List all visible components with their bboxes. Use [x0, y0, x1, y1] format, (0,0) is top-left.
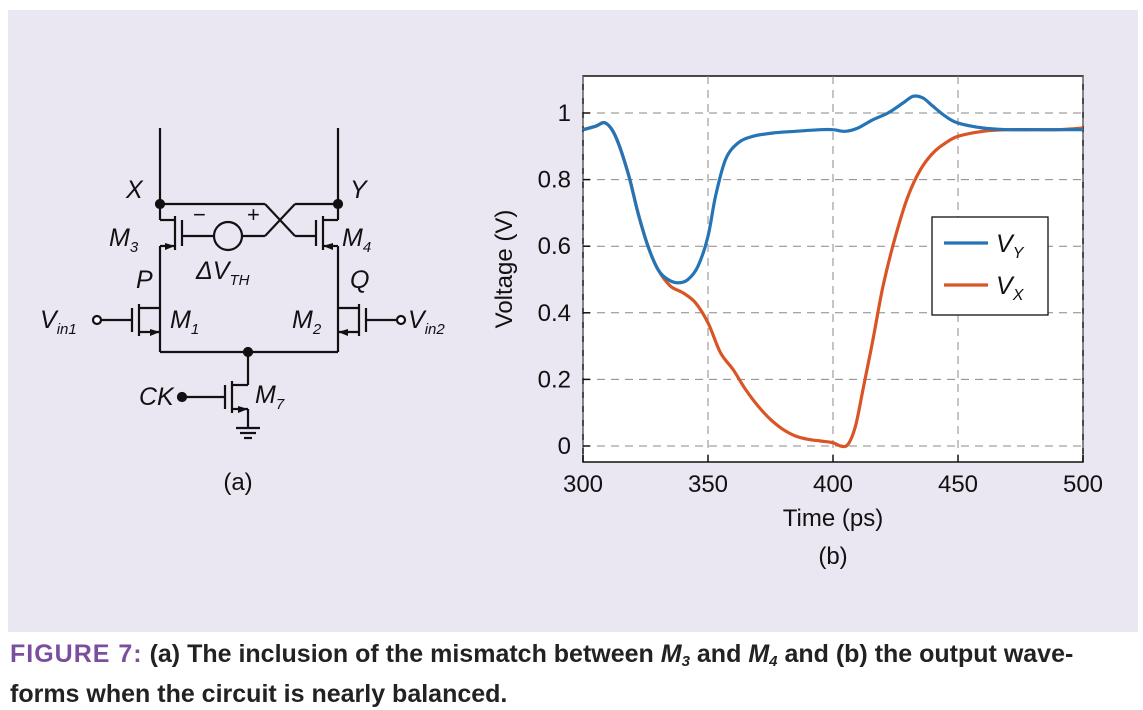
circuit-arrows: [150, 243, 348, 413]
label-node-x: X: [125, 176, 144, 204]
legend-box: [931, 216, 1049, 316]
x-tick-label: 500: [1063, 471, 1103, 498]
legend-label: VX: [996, 272, 1025, 304]
x-tick-label: 350: [688, 471, 728, 498]
label-minus: −: [193, 202, 206, 227]
legend-label: VY: [996, 230, 1025, 262]
label-ck: CK: [139, 383, 175, 411]
x-tick-label: 400: [813, 471, 853, 498]
caption-line2: forms when the circuit is nearly balance…: [10, 680, 508, 708]
y-tick-label: 0.6: [538, 233, 571, 260]
legend: VY VX: [931, 216, 1049, 316]
y-axis-label: Voltage (V): [491, 210, 518, 329]
chart: 300 350 400 450 500 0 0.2 0.4 0.6 0.8 1 Time (ps) Vo…: [491, 75, 1103, 570]
y-tick-label: 0.4: [538, 300, 571, 327]
label-m2: M2: [292, 306, 322, 338]
label-node-q: Q: [350, 266, 369, 294]
x-tick-label: 450: [938, 471, 978, 498]
figure-svg: X Y P Q M3 M4 M1 M2 M7 Vin1 Vin2 CK ΔVTH…: [40, 75, 1103, 570]
label-m1: M1: [170, 306, 199, 338]
caption-m3: M3: [660, 640, 690, 670]
caption-part1: (a) The inclusion of the mismatch betwee…: [149, 640, 654, 668]
label-m4: M4: [342, 224, 371, 256]
circuit-diagram: [91, 128, 407, 440]
label-node-y: Y: [350, 176, 369, 204]
y-tick-label: 0.2: [538, 366, 571, 393]
label-vin1: Vin1: [40, 306, 77, 338]
chart-sublabel: (b): [818, 543, 847, 570]
caption-m4: M4: [748, 640, 778, 670]
figure-caption: FIGURE 7: (a) The inclusion of the misma…: [10, 638, 1130, 710]
label-plus: +: [247, 202, 260, 227]
circuit-sublabel: (a): [223, 469, 252, 496]
x-axis-label: Time (ps): [783, 505, 883, 532]
series-line-v-y: [582, 94, 1083, 285]
caption-label: FIGURE 7:: [10, 640, 143, 668]
label-dvth: ΔVTH: [195, 257, 250, 289]
y-tick-label: 1: [558, 100, 571, 127]
x-tick-label: 300: [563, 471, 603, 498]
y-tick-label: 0.8: [538, 167, 571, 194]
caption-part2: and (b) the output wave-: [784, 640, 1074, 668]
caption-and: and: [696, 640, 742, 668]
y-tick-label: 0: [558, 433, 571, 460]
label-vin2: Vin2: [408, 306, 445, 338]
label-m7: M7: [255, 381, 285, 413]
label-node-p: P: [136, 266, 153, 294]
label-m3: M3: [109, 224, 139, 256]
